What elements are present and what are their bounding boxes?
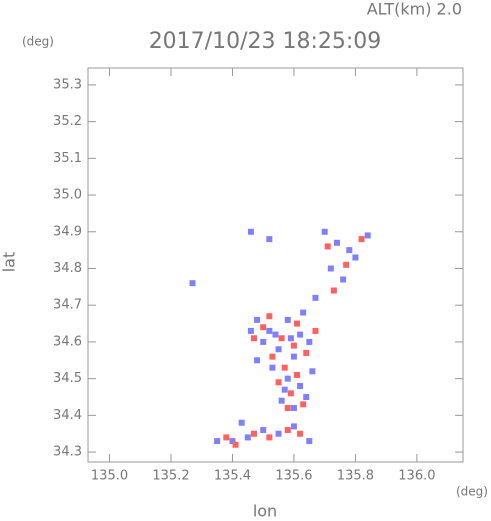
data-cell xyxy=(275,346,282,353)
data-cell xyxy=(232,441,239,448)
data-cell xyxy=(294,371,301,378)
data-cell xyxy=(266,434,273,441)
data-cell xyxy=(324,243,331,250)
data-cell xyxy=(287,390,294,397)
data-cell xyxy=(260,338,267,345)
x-tick-label: 136.0 xyxy=(398,469,435,484)
y-tick-label: 34.3 xyxy=(53,445,82,460)
data-cell xyxy=(260,324,267,331)
data-cell xyxy=(303,349,310,356)
data-cell xyxy=(275,430,282,437)
x-tick-label: 135.4 xyxy=(214,469,251,484)
altitude-label: ALT(km) 2.0 xyxy=(367,0,462,19)
data-cell xyxy=(250,430,257,437)
data-cell xyxy=(266,236,273,243)
data-cell xyxy=(297,331,304,338)
y-tick-label: 34.6 xyxy=(53,334,82,349)
data-cell xyxy=(321,228,328,235)
x-axis-label: lon xyxy=(253,502,277,521)
data-cell xyxy=(346,247,353,254)
x-tick-label: 135.8 xyxy=(337,469,374,484)
data-cell xyxy=(330,287,337,294)
data-cell xyxy=(343,261,350,268)
data-cell xyxy=(266,313,273,320)
data-cell xyxy=(278,335,285,342)
data-cell xyxy=(327,265,334,272)
y-tick-label: 34.4 xyxy=(53,408,82,423)
x-tick-label: 135.0 xyxy=(91,469,128,484)
y-tick-label: 35.3 xyxy=(53,77,82,92)
y-tick-label: 34.7 xyxy=(53,298,82,313)
data-cell xyxy=(290,423,297,430)
data-cell xyxy=(358,236,365,243)
y-axis-label: lat xyxy=(0,252,19,273)
data-cell xyxy=(281,364,288,371)
data-cell xyxy=(340,276,347,283)
y-tick-label: 34.9 xyxy=(53,224,82,239)
data-cell xyxy=(297,430,304,437)
x-unit: (deg) xyxy=(456,485,488,499)
y-tick-label: 34.8 xyxy=(53,261,82,276)
data-cell xyxy=(300,309,307,316)
data-cell xyxy=(269,364,276,371)
data-cell xyxy=(306,438,313,445)
data-cell xyxy=(254,357,261,364)
data-cell xyxy=(247,327,254,334)
data-cell xyxy=(223,434,230,441)
data-cell xyxy=(254,316,261,323)
data-cell xyxy=(309,368,316,375)
data-cell xyxy=(284,405,291,412)
y-tick-label: 34.5 xyxy=(53,371,82,386)
data-cell xyxy=(281,386,288,393)
data-cell xyxy=(303,394,310,401)
y-tick-label: 35.1 xyxy=(53,151,82,166)
data-cell xyxy=(266,327,273,334)
data-cell xyxy=(284,316,291,323)
data-cell xyxy=(306,338,313,345)
data-cell xyxy=(312,327,319,334)
y-tick-label: 35.2 xyxy=(53,114,82,129)
data-cell xyxy=(287,335,294,342)
data-cell xyxy=(214,438,221,445)
data-cell xyxy=(247,228,254,235)
data-cell xyxy=(300,401,307,408)
data-cell xyxy=(312,294,319,301)
data-cell xyxy=(269,353,276,360)
data-cell xyxy=(290,342,297,349)
data-cell xyxy=(284,427,291,434)
data-cell xyxy=(278,397,285,404)
data-cell xyxy=(290,353,297,360)
data-cell xyxy=(250,335,257,342)
y-tick-label: 35.0 xyxy=(53,188,82,203)
y-unit: (deg) xyxy=(22,35,54,49)
x-tick-label: 135.6 xyxy=(275,469,312,484)
data-cell xyxy=(364,232,371,239)
data-cell xyxy=(238,419,245,426)
data-cell xyxy=(272,331,279,338)
data-cell xyxy=(275,379,282,386)
data-cell xyxy=(352,254,359,261)
data-cell xyxy=(284,375,291,382)
plot-frame xyxy=(87,67,464,463)
data-cell xyxy=(260,427,267,434)
data-cell xyxy=(189,280,196,287)
chart-title: 2017/10/23 18:25:09 xyxy=(149,29,382,54)
data-cell xyxy=(297,382,304,389)
data-cell xyxy=(294,320,301,327)
x-tick-label: 135.2 xyxy=(152,469,189,484)
data-cell xyxy=(333,239,340,246)
data-cell xyxy=(229,438,236,445)
data-cell xyxy=(290,405,297,412)
data-cell xyxy=(244,434,251,441)
